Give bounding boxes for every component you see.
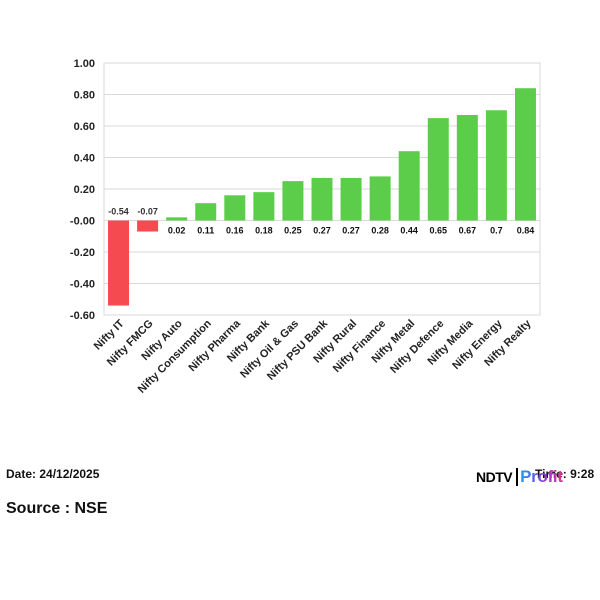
data-label: 0.16 <box>226 226 244 236</box>
bar <box>195 203 217 221</box>
data-label: 0.27 <box>342 226 360 236</box>
y-tick-label: -0.00 <box>70 216 95 228</box>
y-tick-label: -0.60 <box>70 310 95 322</box>
bar-chart: 1.00 0.80 0.60 0.40 0.20 -0.00 -0.20 -0.40 -0.60… <box>70 58 541 396</box>
date-label: Date: 24/12/2025 <box>6 467 100 481</box>
y-tick-label: 0.20 <box>74 184 95 196</box>
ndtv-profit-logo: NDTV Profit <box>476 466 563 488</box>
data-label: 0.11 <box>197 226 214 236</box>
data-label: 0.25 <box>284 226 302 236</box>
bar <box>108 220 130 306</box>
logo-product: Profit <box>520 467 563 486</box>
data-label: 0.27 <box>313 226 331 236</box>
data-label: 0.44 <box>400 226 418 236</box>
bar <box>166 217 188 221</box>
bar <box>340 177 362 221</box>
bar <box>137 220 159 232</box>
source-label: Source : NSE <box>6 500 108 517</box>
y-tick-label: -0.20 <box>70 247 95 259</box>
y-tick-label: -0.40 <box>70 279 95 291</box>
bar <box>224 195 246 221</box>
data-label: 0.02 <box>168 226 186 236</box>
data-label: 0.65 <box>430 226 448 236</box>
y-tick-label: 1.00 <box>74 58 95 70</box>
data-label: 0.18 <box>255 226 273 236</box>
data-label: -0.07 <box>137 207 158 217</box>
bar <box>398 151 420 221</box>
time-label: Time: 9:28 <box>535 467 595 481</box>
y-tick-label: 0.40 <box>74 153 95 165</box>
plot-frame <box>103 62 541 316</box>
bar <box>282 181 304 221</box>
data-label: -0.54 <box>108 207 129 217</box>
bar <box>311 177 333 221</box>
data-label: 0.7 <box>490 226 503 236</box>
y-tick-label: 0.80 <box>74 90 95 102</box>
data-label: 0.84 <box>517 226 535 236</box>
data-label: 0.67 <box>459 226 477 236</box>
data-label: 0.28 <box>371 226 389 236</box>
bar <box>253 192 275 221</box>
logo-brand: NDTV <box>476 469 513 485</box>
bar <box>427 118 449 221</box>
bar <box>514 88 536 221</box>
bar <box>369 176 391 221</box>
bar <box>456 114 478 221</box>
logo-divider <box>516 468 519 486</box>
bar <box>485 110 507 221</box>
y-tick-label: 0.60 <box>74 121 95 133</box>
